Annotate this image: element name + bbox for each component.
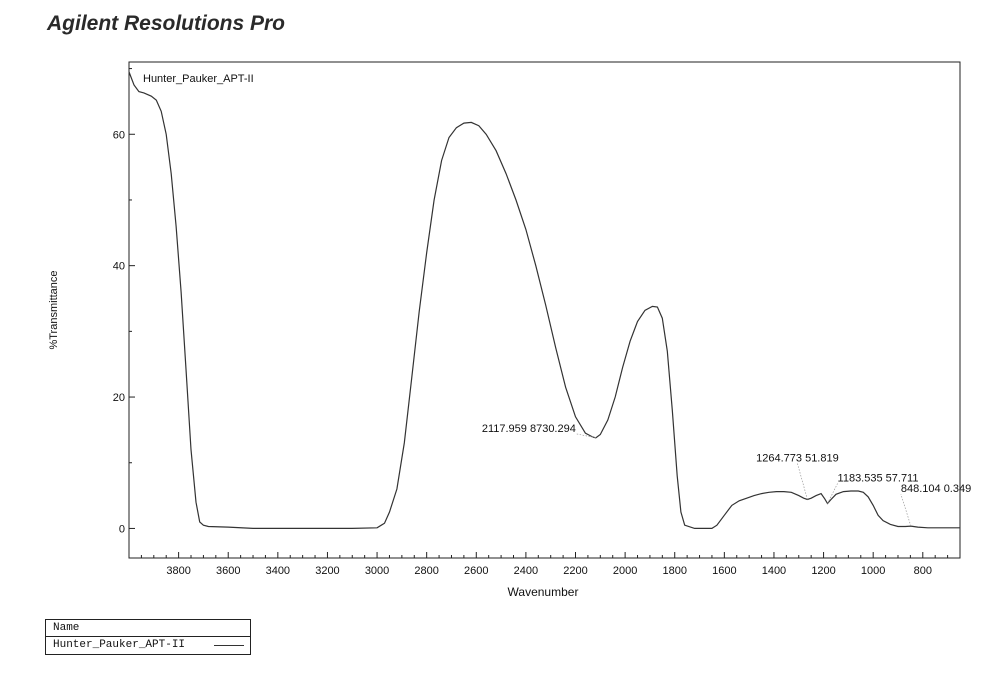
peak-label: 1264.773 51.819 (756, 453, 839, 465)
spectrum-line (128, 71, 960, 529)
x-tick-label: 2000 (613, 565, 637, 577)
series-layer (128, 71, 960, 529)
y-axis-label: %Transmittance (48, 270, 60, 349)
peak-label: 2117.959 8730.294 (482, 423, 576, 435)
legend-header: Name (46, 620, 250, 637)
y-tick-label: 20 (113, 392, 125, 404)
peak-label: 848.104 0.349 (901, 483, 971, 495)
x-tick-label: 800 (914, 565, 932, 577)
peak-leader-line (797, 463, 808, 500)
x-axis-label: Wavenumber (508, 585, 579, 599)
x-tick-label: 1400 (762, 565, 786, 577)
app-title: Agilent Resolutions Pro (47, 12, 286, 35)
y-tick-label: 60 (113, 129, 125, 141)
x-tick-label: 3200 (315, 565, 339, 577)
legend-entry: Hunter_Pauker_APT-II (46, 637, 250, 654)
peak-leader-line (575, 433, 596, 439)
legend-entry-label: Hunter_Pauker_APT-II (53, 639, 186, 651)
legend-table: Name Hunter_Pauker_APT-II (45, 619, 251, 655)
x-tick-label: 1200 (811, 565, 835, 577)
legend-line-swatch (214, 645, 244, 646)
x-tick-label: 1000 (861, 565, 885, 577)
x-tick-label: 2200 (563, 565, 587, 577)
peak-label: 1183.535 57.711 (838, 472, 919, 484)
plot-frame (128, 61, 961, 559)
y-tick-label: 40 (113, 261, 125, 273)
x-tick-label: 3800 (166, 565, 190, 577)
x-tick-label: 2400 (514, 565, 538, 577)
x-tick-label: 1600 (712, 565, 736, 577)
x-tick-label: 2800 (414, 565, 438, 577)
x-tick-label: 3600 (216, 565, 240, 577)
chart-title: Hunter_Pauker_APT-II (143, 73, 254, 85)
x-tick-label: 3000 (365, 565, 389, 577)
peak-leader-line (900, 494, 912, 527)
y-tick-label: 0 (119, 523, 125, 535)
x-tick-label: 1800 (662, 565, 686, 577)
ir-spectrum-chart: Hunter_Pauker_APT-II Wavenumber %Transmi… (48, 61, 971, 599)
annotations-layer: 2117.959 8730.294 1264.773 51.819 1183.535… (482, 423, 971, 527)
axes: 3800 3600 3400 3200 3000 2800 2600 2400 2200 2000… (113, 68, 961, 577)
peak-leader-line (827, 483, 838, 504)
x-tick-label: 2600 (464, 565, 488, 577)
x-tick-label: 3400 (266, 565, 290, 577)
